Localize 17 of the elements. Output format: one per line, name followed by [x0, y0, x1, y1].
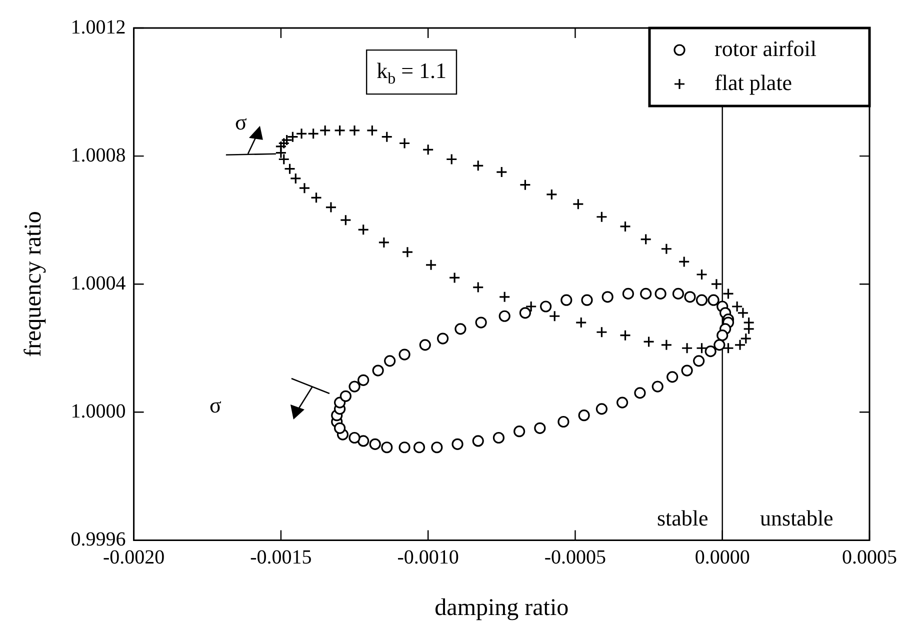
x-tick-label: 0.0000: [694, 546, 750, 568]
legend-label: flat plate: [714, 70, 792, 95]
x-tick-label: 0.0005: [842, 546, 897, 568]
x-axis-title: damping ratio: [434, 594, 569, 621]
y-tick-label: 1.0004: [70, 272, 126, 294]
annotation: unstable: [760, 505, 834, 530]
y-tick-label: 1.0008: [70, 144, 126, 166]
y-axis-title: frequency ratio: [20, 211, 47, 358]
legend-label: rotor airfoil: [714, 36, 817, 61]
annotation: σ: [235, 110, 248, 135]
annotation: stable: [656, 505, 708, 530]
x-tick-label: -0.0015: [250, 546, 312, 568]
y-tick-label: 1.0012: [70, 16, 126, 38]
y-tick-label: 1.0000: [70, 400, 126, 422]
x-tick-label: -0.0010: [397, 546, 459, 568]
annotation: σ: [210, 392, 222, 418]
x-tick-label: -0.0005: [544, 546, 606, 568]
